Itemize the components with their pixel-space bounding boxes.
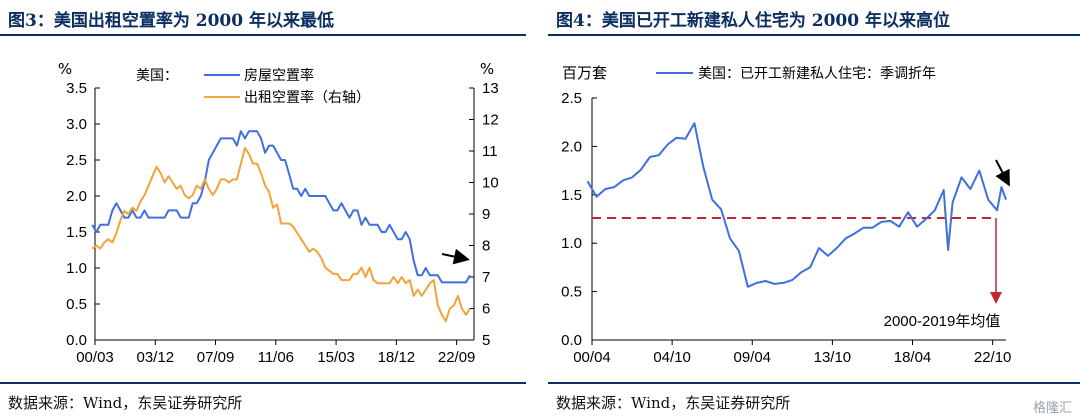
right-y-tick-label: 12 — [482, 112, 499, 129]
figure-3-source: 数据来源：Wind，东吴证券研究所 — [8, 394, 243, 412]
y-unit: 百万套 — [562, 64, 607, 82]
trend-arrow — [441, 248, 470, 265]
y-tick-label: 0.0 — [561, 332, 582, 349]
right-y-tick-label: 13 — [482, 80, 499, 97]
left-y-tick-label: 2.5 — [66, 152, 87, 169]
left-y-tick-label: 1.5 — [66, 224, 87, 241]
y-tick-label: 2.0 — [561, 138, 582, 155]
housing-starts-line — [586, 122, 1007, 288]
left-y-unit: % — [58, 60, 72, 78]
figure-3-title: 图3：美国出租空置率为 2000 年以来最低 — [8, 11, 334, 31]
vacancy-rate-chart: 0.0 0.5 1.0 1.5 2.0 2.5 3.0 3.5 5 6 7 8 9 10 11 12 13 00/… — [58, 60, 499, 366]
source-rule — [0, 382, 526, 384]
x-tick-label: 11/06 — [258, 349, 294, 366]
right-y-tick-label: 5 — [482, 332, 490, 349]
legend-label-rental: 出租空置率（右轴） — [244, 89, 370, 106]
title-rule — [548, 34, 1080, 36]
y-tick-label: 1.0 — [561, 235, 582, 252]
x-tick-label: 22/09 — [438, 349, 476, 366]
x-tick-label: 00/04 — [573, 349, 611, 366]
figure-3-panel: 图3：美国出租空置率为 2000 年以来最低 0.0 0.5 1.0 1.5 2.0 2.… — [0, 0, 526, 420]
source-rule — [548, 382, 1080, 384]
legend-label-homeowner: 房屋空置率 — [244, 67, 314, 84]
x-tick-label: 00/03 — [76, 349, 114, 366]
housing-starts-chart: 0.0 0.5 1.0 1.5 2.0 2.5 00/04 04/10 09/04 13/10 18… — [561, 64, 1012, 366]
rental-vacancy-line — [91, 146, 471, 323]
y-tick-label: 1.5 — [561, 187, 582, 204]
x-tick-label: 22/10 — [974, 349, 1012, 366]
legend-label-starts: 美国：已开工新建私人住宅：季调折年 — [698, 66, 936, 82]
figure-4-panel: 图4：美国已开工新建私人住宅为 2000 年以来高位 0.0 0.5 1.0 1.5 2… — [548, 0, 1080, 420]
x-tick-label: 13/10 — [814, 349, 852, 366]
average-label: 2000-2019年均值 — [884, 313, 1001, 330]
title-rule — [0, 34, 526, 36]
right-y-tick-label: 11 — [482, 143, 498, 160]
x-tick-label: 09/04 — [733, 349, 771, 366]
trend-arrow — [995, 159, 1010, 187]
figure-4-title: 图4：美国已开工新建私人住宅为 2000 年以来高位 — [556, 11, 950, 31]
homeowner-vacancy-line — [91, 130, 471, 284]
left-y-tick-label: 2.0 — [66, 188, 87, 205]
x-tick-label: 07/09 — [197, 349, 235, 366]
left-y-tick-label: 3.5 — [66, 80, 87, 97]
left-y-tick-label: 3.0 — [66, 116, 87, 133]
left-y-tick-label: 0.5 — [66, 296, 87, 313]
legend-prefix: 美国： — [136, 68, 178, 84]
average-callout-arrowhead — [990, 292, 1002, 304]
y-tick-label: 0.5 — [561, 284, 582, 301]
y-tick-label: 2.5 — [561, 90, 582, 107]
x-tick-label: 03/12 — [137, 349, 175, 366]
x-tick-label: 18/04 — [894, 349, 932, 366]
left-y-tick-label: 0.0 — [66, 332, 87, 349]
left-y-tick-label: 1.0 — [66, 260, 87, 277]
x-tick-label: 18/12 — [378, 349, 416, 366]
right-y-unit: % — [480, 60, 494, 78]
figure-4-source: 数据来源：Wind，东吴证券研究所 — [556, 394, 791, 412]
right-y-tick-label: 8 — [482, 238, 490, 255]
right-y-tick-label: 10 — [482, 175, 499, 192]
watermark-logo: 格隆汇 — [1032, 401, 1072, 416]
x-tick-label: 04/10 — [653, 349, 691, 366]
right-y-tick-label: 7 — [482, 269, 490, 286]
right-y-tick-label: 9 — [482, 206, 490, 223]
right-y-tick-label: 6 — [482, 301, 490, 318]
x-tick-label: 15/03 — [317, 349, 355, 366]
